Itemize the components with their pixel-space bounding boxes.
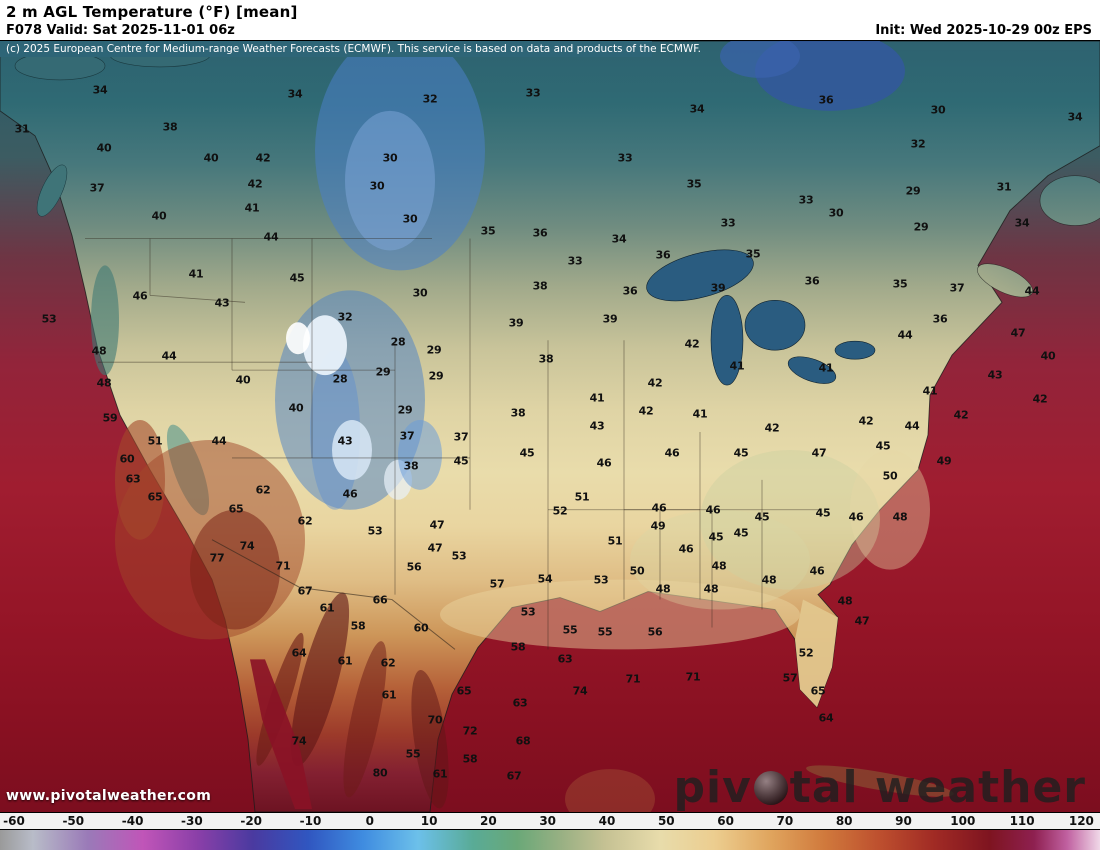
colorbar-tick-label: 90 [895,814,912,828]
colorbar-tick-label: 0 [365,814,374,828]
colorbar-tick-label: 110 [1009,814,1035,828]
southeast-khaki [700,449,880,590]
snow-core-2 [286,322,310,355]
colorbar-tick-label: 60 [717,814,734,828]
florida-peninsula [795,599,838,708]
cascades-cool [91,265,119,376]
colorbar-tick-label: -60 [3,814,25,828]
mexico-border [211,539,456,650]
colorbar-tick-label: 80 [835,814,853,828]
colorbar-tick-label: 20 [480,814,497,828]
colorbar-tick-label: 40 [598,814,616,828]
midatlantic-cream [850,449,930,570]
lake-erie [787,356,837,384]
gulfcoast-cream [440,579,800,650]
snow-core-3 [332,420,372,480]
newfoundland-land [1039,175,1100,226]
lake-superior [646,249,754,302]
colorbar-gradient [0,829,1100,850]
watermark-text-right: tal weather [789,762,1086,813]
sierra-madre-mid [343,641,387,798]
nova-scotia-land [977,263,1033,298]
colorbar-tick-label: -50 [62,814,85,828]
copyright-banner: (c) 2025 European Centre for Medium-rang… [0,41,701,57]
map-header: 2 m AGL Temperature (°F) [mean] F078 Val… [0,0,1100,40]
colorbar-tick-label: 10 [420,814,438,828]
midsouth-cream [630,509,810,610]
globe-logo-icon [753,771,788,805]
colorbar-tick-label: -30 [181,814,203,828]
site-url-watermark: www.pivotalweather.com [6,788,212,804]
lake-ontario [834,340,876,360]
lake-huron [744,300,806,351]
vancouver-island [36,164,68,217]
colorbar-tick-row: -60 -50 -40 -30 -20 -10 0 10 20 30 40 50 60 70 80 90 100… [0,813,1100,829]
state-borders [85,238,820,650]
map-canvas [0,41,1100,812]
colorbar-tick-label: -10 [299,814,322,828]
page-title: 2 m AGL Temperature (°F) [mean] [6,3,298,21]
colorbar-tick-label: 70 [776,814,794,828]
colorbar-tick-label: 30 [539,814,557,828]
james-bay [720,41,800,78]
lake-michigan [710,295,744,386]
yucatan-land [565,769,655,812]
colorbar-tick-label: 100 [950,814,976,828]
cold-air-core [345,110,435,251]
sierra-madre-west [290,592,350,767]
gulf-of-california [250,659,312,810]
colorbar-tick-label: 50 [657,814,675,828]
watermark-text-left: piv [673,762,752,813]
colorado-cold-spot [398,420,442,490]
colorbar-tick-label: -40 [121,814,144,828]
temperature-colorbar: -60 -50 -40 -30 -20 -10 0 10 20 30 40 50 60 70 80 90 100… [0,813,1100,850]
snow-core-1 [303,315,347,376]
forecast-valid-label: F078 Valid: Sat 2025-11-01 06z [6,23,235,38]
model-init-label: Init: Wed 2025-10-29 00z EPS [875,23,1092,38]
sierra-madre-east [411,670,449,809]
colorbar-tick-label: 120 [1068,814,1094,828]
central-valley-warm [115,420,165,540]
pivotal-watermark: piv tal weather [674,766,1086,810]
cuba-land [806,765,954,797]
colorbar-tick-label: -20 [240,814,263,828]
meta-row: F078 Valid: Sat 2025-11-01 06z Init: Wed… [0,21,1100,38]
temperature-map: (c) 2025 European Centre for Medium-rang… [0,40,1100,813]
